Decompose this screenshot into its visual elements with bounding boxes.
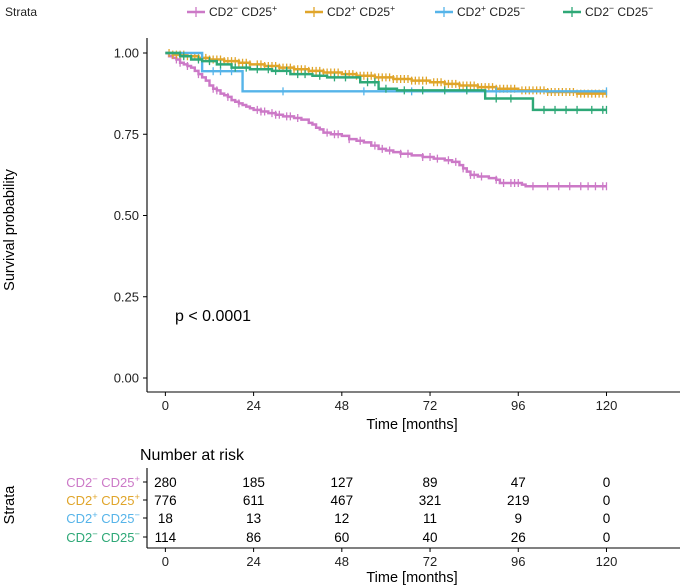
risk-count: 26 — [511, 530, 526, 545]
x-tick-label: 96 — [511, 398, 525, 413]
x-tick-label: 48 — [335, 398, 349, 413]
risk-row: CD2− CD25+ 280 185 127 89 47 0 — [66, 474, 610, 490]
risk-count: 60 — [334, 530, 349, 545]
risk-count: 776 — [154, 493, 177, 508]
risk-x-tick-label: 96 — [511, 554, 525, 569]
risk-table-strata-label: Strata — [2, 485, 18, 525]
strata-label: CD2+ CD25+ — [327, 3, 395, 19]
risk-table-title: Number at risk — [140, 447, 245, 464]
risk-row: CD2+ CD25− 18 13 12 11 9 0 — [66, 510, 610, 526]
survival-curve-line — [165, 51, 607, 112]
y-axis-ticks: 0.00 0.25 0.50 0.75 1.00 — [114, 46, 147, 386]
risk-count: 9 — [515, 511, 523, 526]
x-tick-label: 72 — [423, 398, 437, 413]
risk-count: 127 — [331, 475, 354, 490]
risk-x-tick-label: 24 — [246, 554, 260, 569]
strata-label: CD2+ CD25− — [457, 3, 525, 19]
risk-x-tick-label: 120 — [596, 554, 618, 569]
risk-count: 0 — [603, 511, 611, 526]
survival-curve-line — [165, 51, 607, 188]
strata-label: CD2− CD25− — [66, 529, 140, 545]
risk-row: CD2+ CD25+ 776 611 467 321 219 0 — [66, 492, 610, 508]
risk-table-rows: CD2− CD25+ 280 185 127 89 47 0 CD2+ CD25+ 776 611… — [66, 474, 610, 545]
survival-curve-line — [165, 51, 607, 93]
risk-table-x-axis-title: Time [months] — [366, 570, 457, 586]
risk-count: 321 — [419, 493, 442, 508]
risk-count: 18 — [158, 511, 173, 526]
risk-x-tick-label: 72 — [423, 554, 437, 569]
x-tick-label: 24 — [246, 398, 260, 413]
legend-item: CD2+ CD25+ — [305, 3, 395, 19]
survival-curves — [165, 49, 608, 191]
strata-label: CD2− CD25+ — [66, 474, 140, 490]
x-axis-ticks: 0 24 48 72 96 120 — [162, 392, 618, 413]
p-value-annotation: p < 0.0001 — [175, 308, 251, 325]
risk-x-tick-label: 48 — [335, 554, 349, 569]
strata-label: CD2+ CD25+ — [66, 492, 140, 508]
strata-label: CD2+ CD25− — [66, 510, 140, 526]
legend-item: CD2− CD25+ — [187, 3, 277, 19]
risk-count: 47 — [511, 475, 526, 490]
legend: Strata CD2− CD25+ CD2+ CD25+ CD2+ CD25− CD2… — [5, 3, 653, 19]
y-tick-label: 0.00 — [114, 371, 139, 386]
risk-count: 185 — [242, 475, 265, 490]
series-3 — [165, 51, 608, 114]
risk-x-tick-label: 0 — [162, 554, 169, 569]
legend-title: Strata — [5, 5, 37, 19]
risk-count: 0 — [603, 530, 611, 545]
risk-count: 114 — [155, 530, 177, 545]
risk-table: Number at risk Strata CD2− CD25+ 280 185 12… — [2, 447, 680, 586]
risk-count: 86 — [246, 530, 261, 545]
y-tick-label: 1.00 — [114, 46, 139, 61]
y-tick-label: 0.75 — [114, 127, 139, 142]
legend-item: CD2− CD25− — [563, 3, 653, 19]
legend-item: CD2+ CD25− — [435, 3, 525, 19]
x-tick-label: 120 — [596, 398, 618, 413]
strata-label: CD2− CD25+ — [209, 3, 277, 19]
risk-count: 12 — [334, 511, 349, 526]
risk-count: 13 — [246, 511, 261, 526]
y-tick-label: 0.25 — [114, 289, 139, 304]
risk-count: 467 — [331, 493, 354, 508]
risk-count: 611 — [243, 493, 265, 508]
risk-count: 0 — [603, 493, 611, 508]
risk-count: 0 — [603, 475, 611, 490]
risk-row: CD2− CD25− 114 86 60 40 26 0 — [66, 529, 610, 545]
x-tick-label: 0 — [162, 398, 169, 413]
series-0 — [165, 51, 608, 191]
y-tick-label: 0.50 — [114, 208, 139, 223]
series-2 — [165, 51, 608, 96]
risk-count: 89 — [423, 475, 438, 490]
strata-label: CD2− CD25− — [585, 3, 653, 19]
risk-count: 280 — [154, 475, 177, 490]
x-axis-title: Time [months] — [366, 417, 457, 433]
risk-count: 11 — [423, 511, 437, 526]
risk-table-x-ticks: 0 24 48 72 96 120 — [162, 548, 618, 569]
risk-count: 40 — [423, 530, 438, 545]
y-axis-title: Survival probability — [2, 168, 18, 290]
plot-area: 0.00 0.25 0.50 0.75 1.00 0 24 48 72 96 120 p < 0.… — [2, 38, 680, 433]
risk-count: 219 — [507, 493, 530, 508]
